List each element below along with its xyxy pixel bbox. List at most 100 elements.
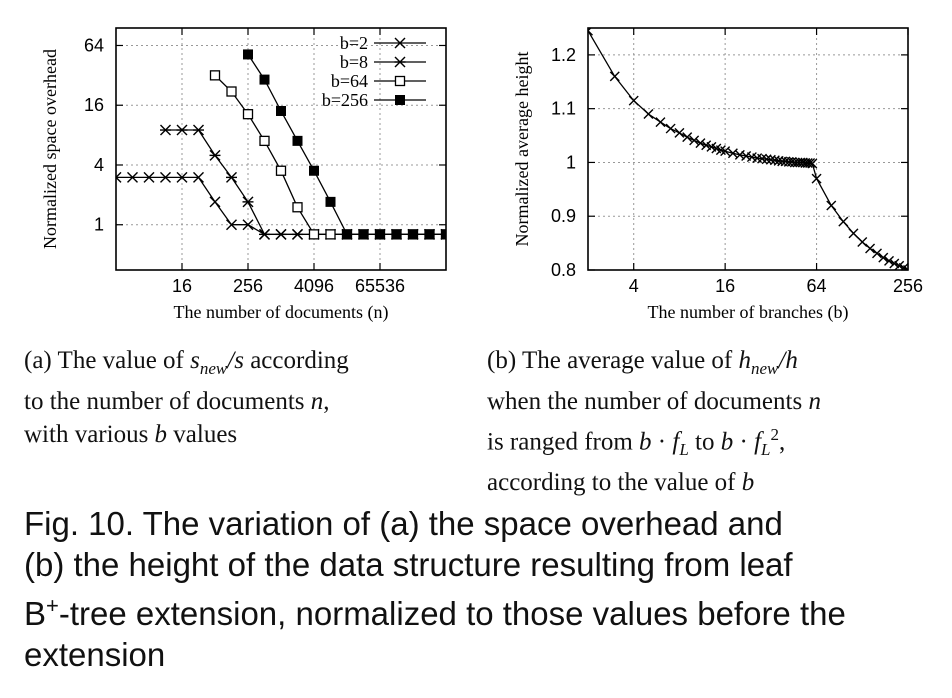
x-axis-label: The number of branches (b) (648, 302, 849, 323)
legend-label: b=8 (340, 52, 368, 72)
marker-x (609, 71, 620, 82)
marker-star (292, 228, 303, 240)
y-tick-label: 1 (94, 215, 104, 235)
x-tick-label: 16 (715, 276, 735, 296)
y-axis-label: Normalized average height (512, 52, 532, 247)
marker-star (394, 56, 406, 68)
x-tick-label: 256 (893, 276, 923, 296)
legend: b=2b=8b=64b=256 (322, 33, 426, 110)
x-axis-label: The number of documents (n) (174, 302, 389, 323)
marker-x (884, 255, 895, 266)
x-tick-label: 16 (172, 276, 192, 296)
figure-caption: Fig. 10. The variation of (a) the space … (24, 503, 929, 675)
marker-open-square (275, 165, 287, 176)
marker-x (826, 200, 837, 211)
series-line (588, 30, 908, 270)
y-tick-label: 1.2 (551, 45, 576, 65)
caption-line: extension (24, 636, 166, 673)
marker-x (811, 173, 822, 184)
marker-x (209, 196, 221, 208)
subcaption-a: (a) The value of snew/s according to the… (24, 344, 469, 451)
caption-line: (b) the height of the data structure res… (24, 546, 793, 583)
subcaption-a-line-3: with various b values (24, 421, 238, 448)
marker-filled-square (395, 95, 405, 105)
marker-x (689, 135, 700, 146)
marker-x (176, 171, 188, 183)
marker-x (674, 127, 685, 138)
subcaption-a-line-1: (a) The value of snew/s according (24, 347, 349, 378)
marker-x (643, 109, 654, 120)
marker-x (865, 243, 876, 254)
marker-star (242, 196, 254, 208)
caption-line: B+-tree extension, normalized to those v… (24, 593, 846, 632)
marker-filled-square (309, 165, 319, 176)
marker-filled-square (358, 229, 369, 240)
marker-filled-square (408, 229, 418, 240)
marker-x (761, 154, 772, 165)
marker-open-square (209, 70, 221, 81)
series-line (165, 129, 446, 236)
y-tick-label: 1 (566, 152, 576, 172)
legend-label: b=2 (340, 33, 368, 53)
plot-frame (115, 27, 447, 271)
x-tick-label: 256 (233, 276, 263, 296)
marker-x (857, 237, 868, 248)
marker-x (898, 262, 908, 270)
marker-x (889, 258, 900, 269)
chart-b-average-height: 4 16 64 256 0.8 0.9 1 1.1 1.2 The number of branc… (512, 27, 923, 323)
marker-open-square (226, 86, 237, 97)
marker-filled-square (259, 74, 270, 85)
x-tick-label: 64 (807, 276, 827, 296)
subcaption-b: (b) The average value of hnew/h when the… (487, 344, 932, 499)
marker-open-square (325, 229, 336, 240)
marker-x (394, 37, 406, 49)
marker-x (903, 265, 908, 270)
marker-x (848, 228, 859, 239)
legend-label: b=64 (331, 71, 368, 91)
y-axis-label: Normalized space overhead (40, 49, 60, 249)
y-tick-label: 16 (84, 95, 104, 115)
marker-star (259, 228, 270, 240)
marker-filled-square (441, 229, 446, 240)
marker-star (275, 228, 287, 240)
subcaption-b-line-4: according to the value of b (487, 469, 755, 497)
subcaption-b-line-3: is ranged from b · fL to b · fL2, (487, 425, 786, 460)
marker-x (588, 28, 593, 36)
marker-filled-square (276, 105, 286, 116)
marker-x (805, 157, 816, 168)
marker-x (628, 95, 639, 106)
marker-star (160, 124, 171, 136)
marker-x (160, 171, 171, 183)
marker-x (655, 117, 666, 128)
marker-filled-square (325, 196, 336, 207)
marker-x (665, 123, 676, 134)
marker-star (209, 149, 221, 161)
marker-x (143, 171, 155, 183)
marker-filled-square (375, 229, 385, 240)
x-tick-label: 65536 (355, 276, 405, 296)
marker-x (878, 252, 889, 263)
marker-x (872, 248, 882, 259)
marker-x (695, 138, 706, 149)
marker-open-square (292, 202, 303, 213)
plot-frame (587, 27, 909, 271)
marker-filled-square (391, 229, 402, 240)
figure-charts: 16 256 4096 65536 1 4 16 64 The number of docume… (40, 27, 923, 323)
subcaption-a-line-2: to the number of documents n, (24, 388, 330, 415)
marker-x (807, 158, 818, 169)
marker-x (720, 146, 731, 157)
marker-open-square (259, 135, 270, 147)
series-b-256 (243, 49, 446, 240)
subcaption-b-line-1: (b) The average value of hnew/h (487, 347, 798, 378)
x-tick-label: 4 (629, 276, 639, 296)
series-b-8 (160, 124, 446, 240)
marker-x (682, 132, 693, 143)
subcaption-b-line-2: when the number of documents n (487, 388, 821, 415)
marker-x (226, 219, 237, 231)
marker-x (242, 219, 254, 231)
marker-star (176, 124, 188, 136)
marker-filled-square (342, 229, 352, 240)
caption-line: Fig. 10. The variation of (a) the space … (24, 505, 783, 542)
marker-open-square (394, 75, 406, 87)
y-tick-label: 0.9 (551, 206, 576, 226)
